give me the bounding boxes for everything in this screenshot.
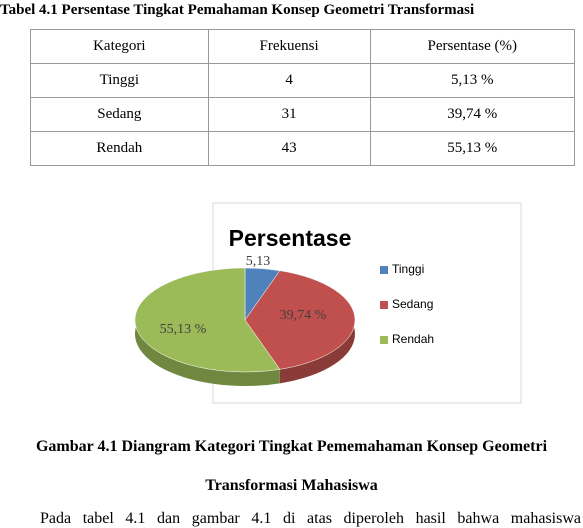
table-cell: 5,13 % (369, 63, 576, 98)
legend-label: Tinggi (392, 262, 424, 276)
legend-swatch (380, 266, 388, 274)
pie-slice-side (134, 268, 280, 386)
table-cell: Sedang (30, 97, 209, 132)
caption: Transformasi Mahasiswa (205, 477, 378, 494)
table-cell: Persentase (%) (369, 29, 576, 64)
pie-slice (244, 270, 356, 370)
table-cell: 4 (207, 63, 371, 98)
legend-swatch (380, 336, 388, 344)
legend-label: Sedang (392, 297, 433, 311)
table-cell: 55,13 % (369, 131, 576, 166)
table-cell: Tinggi (30, 63, 209, 98)
data-label: 5,13 (246, 254, 271, 269)
table-row: Tinggi 4 5,13 % (30, 63, 576, 98)
table-cell: Rendah (30, 131, 209, 166)
legend-label: Rendah (392, 332, 434, 346)
data-label: 39,74 % (280, 308, 327, 323)
table-cell: Kategori (30, 29, 209, 64)
chart-title: Persentase (229, 225, 352, 251)
paragraph: Pada tabel 4.1 dan gambar 4.1 di atas di… (40, 510, 581, 527)
table: Kategori Frekuensi Persentase (%) Tinggi 4 5,… (30, 29, 576, 166)
pie-slice (134, 267, 281, 373)
table-cell: 43 (207, 131, 371, 166)
chart: Persentase 5,13 39,74 % 55,13 % Tinggi Sedan… (134, 202, 522, 404)
table-cell: 39,74 % (369, 97, 576, 132)
table-cell: 31 (207, 97, 371, 132)
table-header: Kategori Frekuensi Persentase (%) (30, 29, 576, 64)
table-cell: Frekuensi (207, 29, 371, 64)
table-row: Rendah 43 55,13 % (30, 131, 576, 166)
table-title: Tabel 4.1 Persentase Tingkat Pemahaman K… (0, 2, 475, 18)
caption: Gambar 4.1 Diangram Kategori Tingkat Pem… (35, 438, 548, 455)
table-row: Sedang 31 39,74 % (30, 97, 576, 132)
legend-swatch (380, 301, 388, 309)
data-label: 55,13 % (160, 322, 207, 337)
